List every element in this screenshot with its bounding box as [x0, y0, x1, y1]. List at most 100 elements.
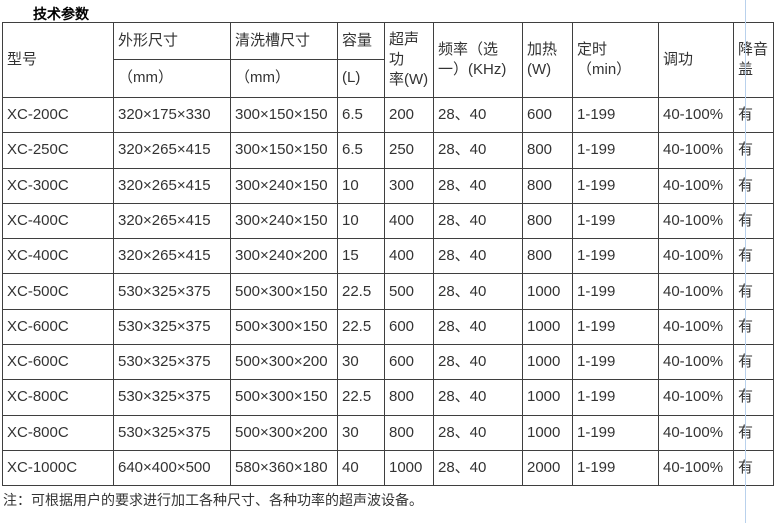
cell-ultrasonic-power: 300 [384, 167, 434, 204]
cell-timer: 1-199 [572, 308, 659, 346]
cell-outer-dimensions: 320×265×415 [113, 238, 231, 275]
cell-power-adjust: 40-100% [658, 202, 734, 240]
cell-frequency: 28、40 [433, 167, 523, 204]
cell-outer-dimensions: 320×265×415 [113, 132, 231, 169]
cell-timer: 1-199 [572, 273, 659, 310]
cell-tank-dimensions: 580×360×180 [230, 449, 338, 487]
cell-noise-cover: 有 [733, 96, 774, 134]
cell-capacity: 10 [337, 202, 385, 240]
cell-timer: 1-199 [572, 449, 659, 487]
cell-noise-cover: 有 [733, 132, 774, 169]
header-row-1: 型号 外形尺寸 清洗槽尺寸 容量 超声功 率(W) 频率（选 一）(KHz) 加… [2, 22, 774, 98]
cell-heating: 800 [522, 202, 573, 240]
cell-timer: 1-199 [572, 379, 659, 416]
header-tank-dimensions: 清洗槽尺寸 [230, 22, 338, 60]
cell-ultrasonic-power: 1000 [384, 449, 434, 487]
cell-power-adjust: 40-100% [658, 379, 734, 416]
cell-power-adjust: 40-100% [658, 132, 734, 169]
table-row: XC-400C 320×265×415 300×240×150 10 400 28、40 8… [2, 202, 774, 240]
cell-noise-cover: 有 [733, 202, 774, 240]
cell-power-adjust: 40-100% [658, 167, 734, 204]
cell-tank-dimensions: 300×240×200 [230, 238, 338, 275]
cell-outer-dimensions: 320×265×415 [113, 202, 231, 240]
cell-heating: 800 [522, 132, 573, 169]
header-outer-dimensions: 外形尺寸 [113, 22, 231, 60]
cell-ultrasonic-power: 800 [384, 379, 434, 416]
cell-frequency: 28、40 [433, 414, 523, 451]
cell-outer-dimensions: 530×325×375 [113, 414, 231, 451]
cell-power-adjust: 40-100% [658, 273, 734, 310]
cell-frequency: 28、40 [433, 202, 523, 240]
cell-capacity: 15 [337, 238, 385, 275]
cell-outer-dimensions: 320×265×415 [113, 167, 231, 204]
cell-heating: 600 [522, 96, 573, 134]
cell-tank-dimensions: 500×300×150 [230, 308, 338, 346]
cell-model: XC-600C [2, 344, 114, 381]
cell-timer: 1-199 [572, 238, 659, 275]
cell-frequency: 28、40 [433, 379, 523, 416]
cell-power-adjust: 40-100% [658, 308, 734, 346]
header-timer: 定时 （min） [572, 22, 659, 98]
cell-model: XC-800C [2, 379, 114, 416]
cell-timer: 1-199 [572, 167, 659, 204]
header-outer-dimensions-unit: （mm） [113, 59, 231, 98]
header-noise-cover: 降音 盖 [733, 22, 774, 98]
cell-power-adjust: 40-100% [658, 238, 734, 275]
cell-outer-dimensions: 530×325×375 [113, 273, 231, 310]
table-row: XC-800C 530×325×375 500×300×200 30 800 28、40 1… [2, 414, 774, 451]
cell-capacity: 22.5 [337, 308, 385, 346]
header-power-adjust: 调功 [658, 22, 734, 98]
cell-heating: 1000 [522, 414, 573, 451]
cell-outer-dimensions: 320×175×330 [113, 96, 231, 134]
cell-frequency: 28、40 [433, 238, 523, 275]
cell-ultrasonic-power: 400 [384, 238, 434, 275]
cell-noise-cover: 有 [733, 308, 774, 346]
table-body: XC-200C 320×175×330 300×150×150 6.5 200 28、40… [2, 96, 774, 487]
cell-ultrasonic-power: 600 [384, 308, 434, 346]
cell-heating: 800 [522, 167, 573, 204]
table-row: XC-600C 530×325×375 500×300×200 30 600 28、40 1… [2, 344, 774, 381]
cell-model: XC-500C [2, 273, 114, 310]
cell-model: XC-400C [2, 238, 114, 275]
cell-frequency: 28、40 [433, 449, 523, 487]
cell-ultrasonic-power: 200 [384, 96, 434, 134]
header-capacity: 容量 [337, 22, 385, 60]
table-row: XC-250C 320×265×415 300×150×150 6.5 250 28、40… [2, 132, 774, 169]
header-ultrasonic-power: 超声功 率(W) [384, 22, 434, 98]
cell-model: XC-300C [2, 167, 114, 204]
cell-capacity: 30 [337, 344, 385, 381]
cell-noise-cover: 有 [733, 167, 774, 204]
cell-frequency: 28、40 [433, 344, 523, 381]
cell-heating: 1000 [522, 344, 573, 381]
cell-ultrasonic-power: 800 [384, 414, 434, 451]
cell-model: XC-600C [2, 308, 114, 346]
cell-timer: 1-199 [572, 344, 659, 381]
cell-noise-cover: 有 [733, 379, 774, 416]
cell-tank-dimensions: 500×300×200 [230, 414, 338, 451]
cell-heating: 1000 [522, 308, 573, 346]
cell-frequency: 28、40 [433, 96, 523, 134]
table-header: 型号 外形尺寸 清洗槽尺寸 容量 超声功 率(W) 频率（选 一）(KHz) 加… [2, 22, 774, 98]
header-row-2: （mm） （mm） (L) [3, 59, 774, 98]
cell-tank-dimensions: 300×240×150 [230, 202, 338, 240]
cell-timer: 1-199 [572, 414, 659, 451]
cell-outer-dimensions: 530×325×375 [113, 379, 231, 416]
cell-noise-cover: 有 [733, 344, 774, 381]
cell-capacity: 40 [337, 449, 385, 487]
cell-tank-dimensions: 500×300×150 [230, 379, 338, 416]
footnote: 注：可根据用户的要求进行加工各种尺寸、各种功率的超声波设备。 [3, 492, 423, 508]
cell-power-adjust: 40-100% [658, 344, 734, 381]
cell-timer: 1-199 [572, 202, 659, 240]
cell-capacity: 6.5 [337, 96, 385, 134]
cell-capacity: 6.5 [337, 132, 385, 169]
header-capacity-unit: (L) [337, 59, 385, 98]
cell-tank-dimensions: 500×300×150 [230, 273, 338, 310]
cell-heating: 2000 [522, 449, 573, 487]
cell-model: XC-800C [2, 414, 114, 451]
cell-outer-dimensions: 640×400×500 [113, 449, 231, 487]
cell-capacity: 10 [337, 167, 385, 204]
cell-heating: 1000 [522, 379, 573, 416]
header-tank-dimensions-unit: （mm） [230, 59, 338, 98]
cell-tank-dimensions: 500×300×200 [230, 344, 338, 381]
table-row: XC-400C 320×265×415 300×240×200 15 400 28、40 8… [2, 238, 774, 275]
